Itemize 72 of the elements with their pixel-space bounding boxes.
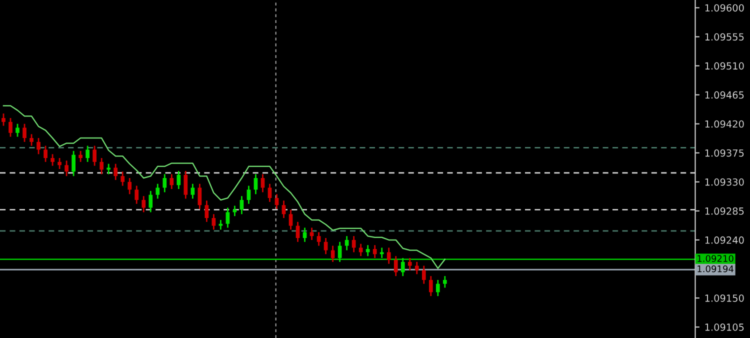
ref-line-label: 1.09210 [698,255,734,262]
candlestick [204,200,209,223]
candlestick [442,275,447,288]
candlestick [302,227,307,243]
candlestick [274,193,279,210]
y-tick-label: 1.09465 [705,91,744,99]
candlestick [226,207,230,228]
y-tick-label: 1.09285 [705,207,744,215]
candlestick [184,170,188,200]
y-tick-label: 1.09240 [705,236,744,244]
candlestick [72,150,76,177]
candlestick [422,265,426,285]
candlestick [92,145,97,166]
candlestick [142,195,146,213]
candlestick [400,257,405,277]
candlestick [288,208,293,230]
y-tick-label: 1.09105 [705,324,744,331]
y-tick-label: 1.09510 [705,62,744,70]
candlestick [128,177,132,195]
y-tick-label: 1.09420 [705,120,744,128]
candlestick [120,170,125,186]
y-tick-label: 1.09150 [705,294,744,302]
candlestick [100,157,104,175]
candlestick [64,160,68,177]
candlestick [344,235,349,251]
candlestick [86,145,90,163]
candlestick [44,145,48,163]
y-tick-label: 1.09375 [705,149,744,157]
candlestick [428,275,433,297]
candlestick [212,213,216,230]
candlestick [78,150,82,163]
candlestick [30,133,34,146]
line-series [2,105,446,269]
candlestick [324,237,328,255]
y-tick-label: 1.09600 [705,4,744,12]
candlestick [352,235,356,253]
candlestick [386,247,391,265]
candlestick [190,183,195,200]
candlestick [408,257,412,271]
candlestick [36,137,40,155]
candlestick [282,200,286,219]
candlestick [114,163,118,181]
candlestick [246,185,251,205]
candlestick [358,243,363,257]
candlestick [268,183,272,203]
candlestick [8,117,12,138]
candlestick [156,183,160,200]
candlestick [170,173,174,190]
candlestick [50,153,54,166]
candlestick [2,112,6,126]
candlestick [310,227,314,241]
candlestick [436,279,440,297]
candlestick [16,123,20,138]
ref-line-label: 1.09194 [698,265,734,272]
candlestick [148,190,153,213]
candlestick [380,247,384,259]
candlestick [254,173,258,195]
y-tick-label: 1.09555 [705,33,744,41]
candlestick [22,123,26,143]
candlestick [162,173,167,193]
candlestick [176,170,181,190]
candlestick [394,255,398,277]
candlestick [414,261,419,275]
candlestick [316,232,321,246]
candlestick [372,244,377,259]
candlestick [106,163,111,175]
y-tick-label: 1.09330 [705,178,744,186]
candlestick [58,157,62,170]
candlestick [218,219,223,230]
candlestick [134,185,139,205]
candlestick [366,244,370,257]
candlestick [198,183,202,210]
